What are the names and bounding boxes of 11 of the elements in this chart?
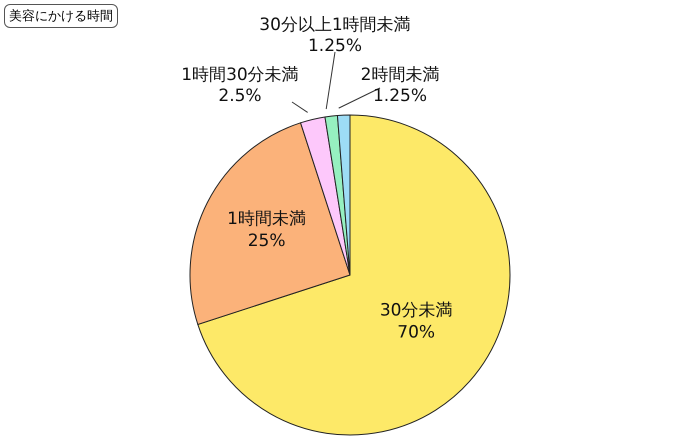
data-label: 1.25% (372, 86, 428, 106)
slice-label: 1時間未満 (227, 209, 306, 230)
text: 美容にかける時間 (4, 4, 118, 28)
slice-label: 30分未満 (380, 300, 453, 321)
data-label: 1.25% (308, 36, 362, 56)
slice-label: 1時間30分未満 (181, 65, 299, 85)
slice-label: 30分以上1時間未満 (259, 15, 411, 35)
data-label: 2.5% (218, 86, 262, 106)
data-label: 25% (248, 231, 286, 252)
data-label: 70% (397, 322, 436, 343)
slice-label: 2時間未満 (360, 65, 440, 85)
